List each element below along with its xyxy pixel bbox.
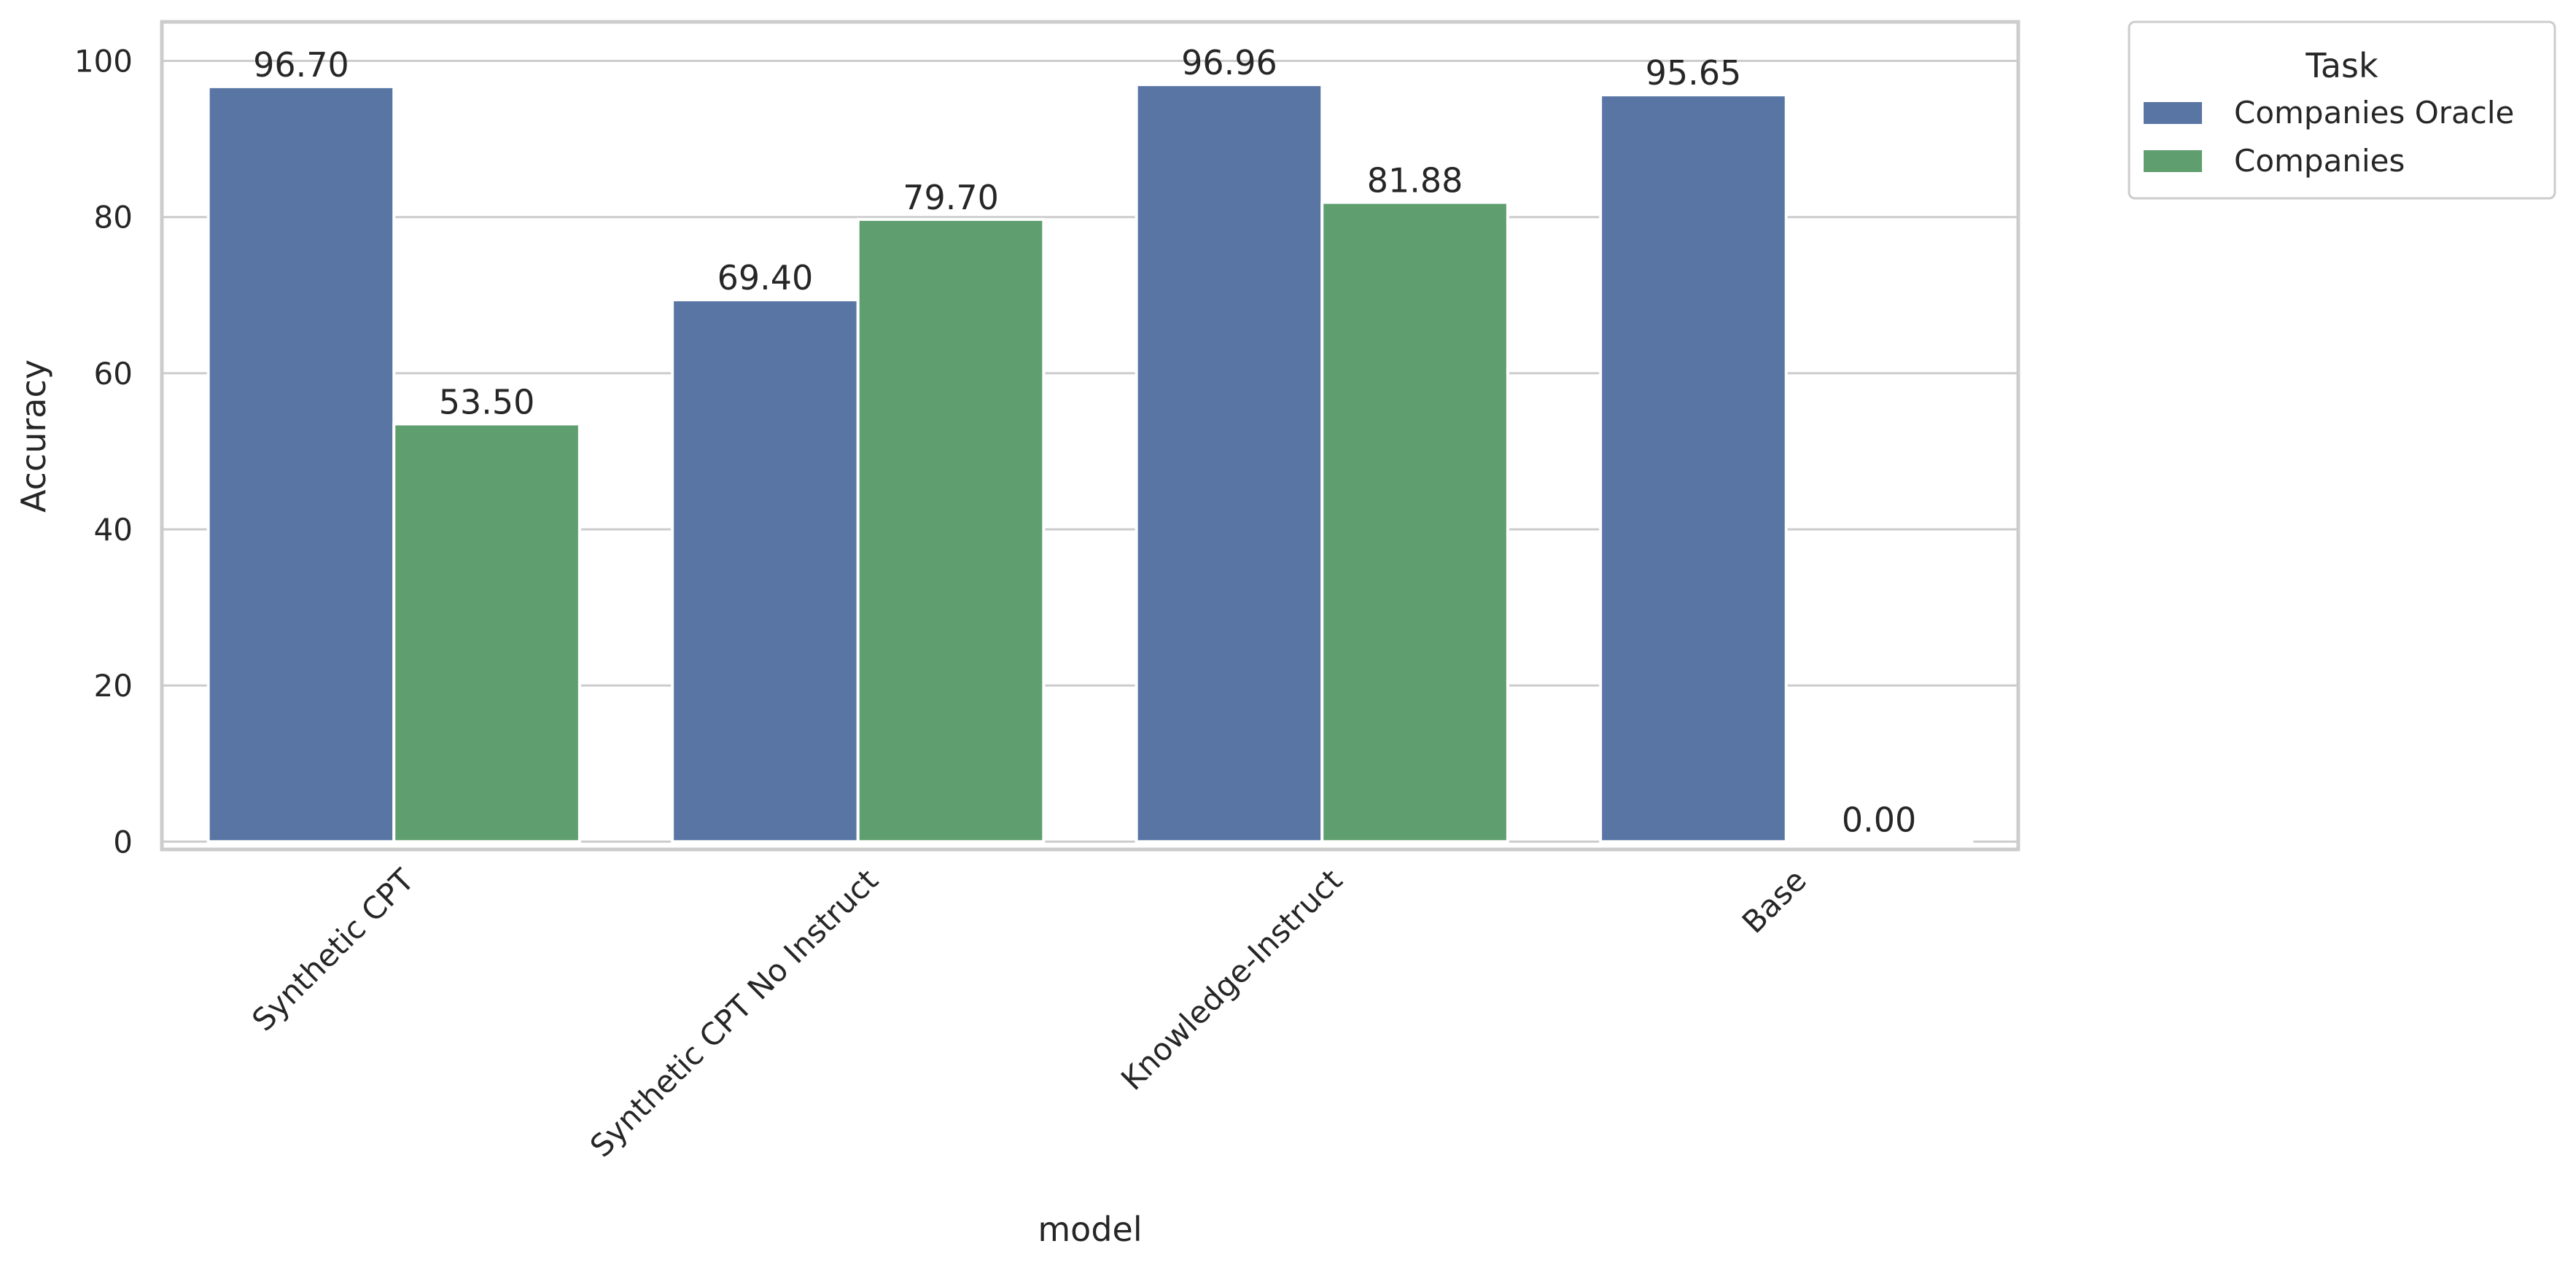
y-tick-label: 0 <box>113 824 133 860</box>
x-axis-label: model <box>1038 1210 1142 1249</box>
legend: Task Companies Oracle Companies <box>2129 22 2555 198</box>
bar-value-label: 0.00 <box>1842 800 1916 839</box>
bar-value-label: 95.65 <box>1646 53 1742 93</box>
legend-label: Companies <box>2234 143 2405 179</box>
bar <box>1322 203 1508 842</box>
bar-value-label: 79.70 <box>903 178 999 217</box>
bar <box>394 424 580 841</box>
bar <box>1600 95 1786 841</box>
bar <box>672 300 858 841</box>
bar <box>1137 85 1323 841</box>
bar <box>858 219 1044 841</box>
y-axis-label: Accuracy <box>14 359 53 513</box>
x-tick-label: Knowledge-Instruct <box>1114 862 1349 1097</box>
bar-value-label: 81.88 <box>1367 161 1463 201</box>
legend-label: Companies Oracle <box>2234 95 2514 131</box>
legend-swatch <box>2144 150 2202 172</box>
x-tick-labels: Synthetic CPT Synthetic CPT No Instruct Kn… <box>245 862 1813 1164</box>
legend-swatch <box>2144 102 2202 124</box>
x-tick-label: Base <box>1735 862 1813 940</box>
bars <box>209 85 1972 841</box>
bar-value-label: 96.70 <box>253 45 349 85</box>
y-tick-label: 40 <box>94 512 133 548</box>
y-tick-label: 80 <box>94 200 133 236</box>
legend-title: Task <box>2305 46 2378 85</box>
bar-value-label: 69.40 <box>717 258 814 297</box>
y-tick-label: 100 <box>74 44 133 79</box>
y-tick-label: 60 <box>94 356 133 392</box>
x-tick-label: Synthetic CPT No Instruct <box>583 862 885 1164</box>
y-tick-label: 20 <box>94 668 133 704</box>
bar-value-label: 96.96 <box>1181 43 1277 82</box>
y-tick-labels: 0 20 40 60 80 100 <box>74 44 133 860</box>
bar-value-label: 53.50 <box>439 382 535 421</box>
x-tick-label: Synthetic CPT <box>245 862 421 1038</box>
bar <box>209 87 394 841</box>
